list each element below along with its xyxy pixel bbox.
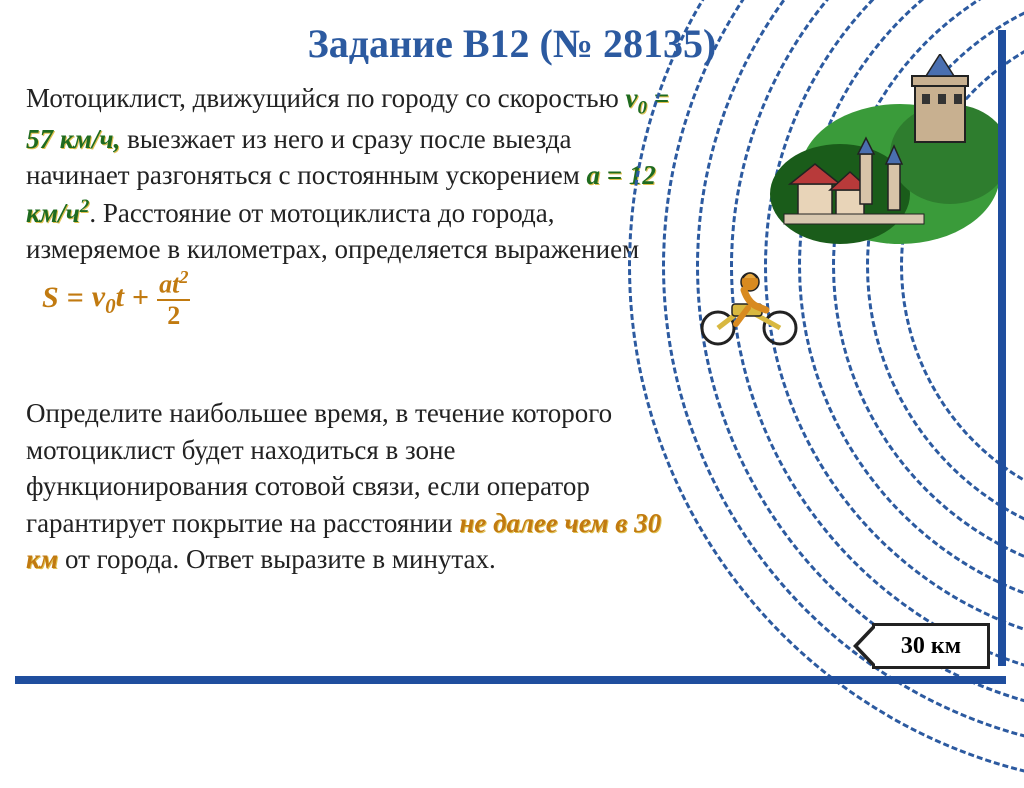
text: от города. Ответ выразите в минутах. — [58, 544, 496, 574]
motorcyclist-icon — [694, 260, 804, 350]
formula: S = v0t + at2 2 — [42, 268, 190, 330]
paragraph-1: Мотоциклист, движущийся по городу со ско… — [26, 80, 676, 329]
formula-v0t: v0t — [92, 277, 124, 320]
problem-text: Мотоциклист, движущийся по городу со ско… — [26, 80, 676, 578]
city-icon — [740, 54, 1000, 254]
distance-sign: 30 км — [872, 623, 990, 669]
illustration — [688, 60, 1024, 700]
formula-fraction: at2 2 — [157, 268, 190, 330]
text: Мотоциклист, движущийся по городу со ско… — [26, 83, 626, 113]
frame-bottom — [15, 676, 1006, 684]
formula-plus: + — [132, 278, 149, 319]
formula-S: S — [42, 278, 59, 319]
text: Расстояние от мотоциклиста до города, из… — [26, 198, 639, 264]
frame-right — [998, 30, 1006, 666]
paragraph-2: Определите наибольшее время, в течение к… — [26, 395, 676, 577]
sign-label: 30 км — [901, 633, 961, 660]
formula-eq: = — [67, 278, 84, 319]
